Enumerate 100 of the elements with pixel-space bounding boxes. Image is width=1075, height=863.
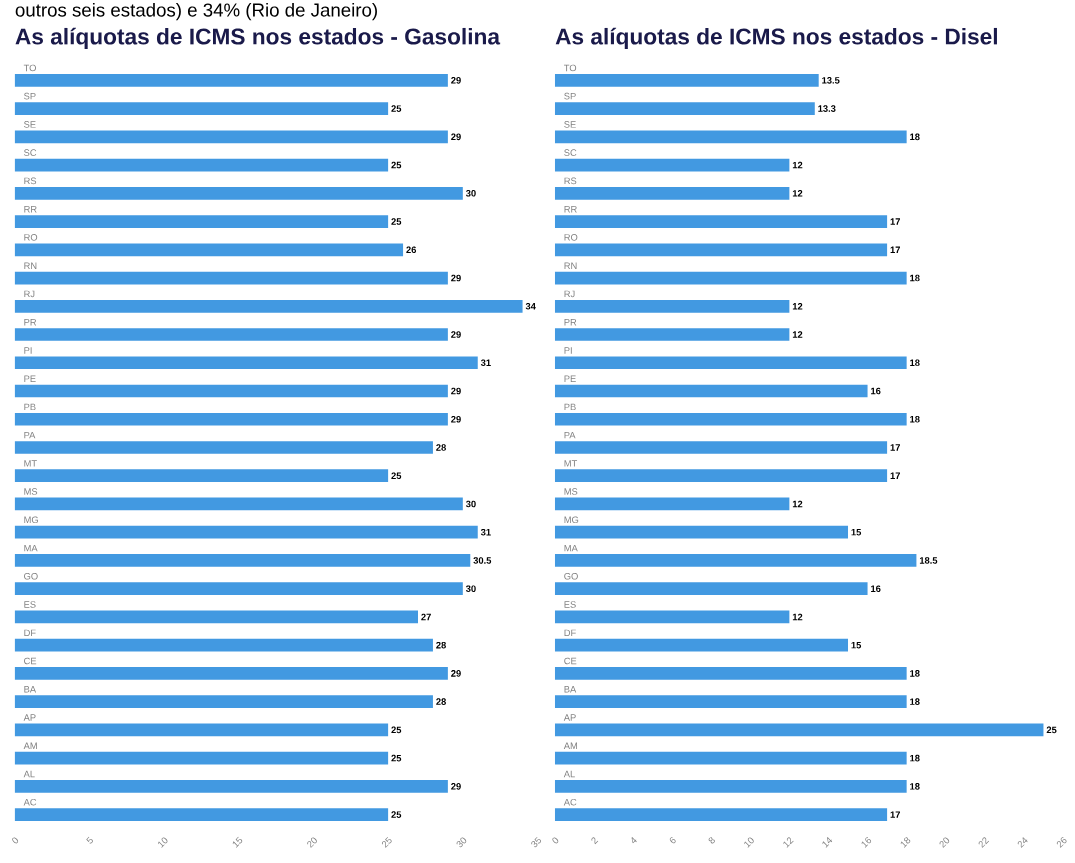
data-label: 29 xyxy=(451,274,461,282)
bar xyxy=(14,130,448,144)
y-tick-label: SC xyxy=(564,149,577,156)
data-label: 17 xyxy=(890,444,900,451)
y-tick-label: MA xyxy=(24,544,38,552)
data-label: 28 xyxy=(436,641,446,649)
y-tick-label: BA xyxy=(24,686,37,693)
bar xyxy=(554,412,907,426)
y-tick-label: SP xyxy=(564,92,576,100)
data-label: 18 xyxy=(910,359,920,367)
data-label: 18 xyxy=(910,783,920,790)
x-tick-label: 25 xyxy=(381,836,392,848)
y-tick-label: MS xyxy=(24,488,38,495)
y-tick-label: RS xyxy=(564,177,577,185)
data-label: 18.5 xyxy=(919,557,938,564)
data-label: 18 xyxy=(910,754,920,762)
data-label: 25 xyxy=(391,811,402,818)
y-tick-label: TO xyxy=(563,64,577,72)
data-label: 30.5 xyxy=(473,557,492,564)
data-label: 12 xyxy=(792,190,803,197)
bar xyxy=(554,186,790,200)
y-tick-label: MA xyxy=(564,544,578,552)
data-label: 15 xyxy=(851,528,862,536)
x-tick-label: 6 xyxy=(669,837,676,844)
data-label: 25 xyxy=(1046,726,1057,734)
bar xyxy=(554,102,815,115)
y-tick-label: AP xyxy=(563,714,576,721)
bar xyxy=(554,751,907,765)
bar xyxy=(554,271,907,285)
y-tick-label: RR xyxy=(24,206,37,213)
y-tick-label: AL xyxy=(563,770,575,778)
x-tick-label: 2 xyxy=(591,837,599,845)
bar xyxy=(14,299,523,313)
x-tick-label: 20 xyxy=(307,837,317,848)
bar xyxy=(554,74,819,87)
y-tick-label: DF xyxy=(564,629,576,637)
data-label: 17 xyxy=(890,246,900,254)
data-label: 28 xyxy=(436,698,446,705)
x-tick-label: 24 xyxy=(1017,837,1028,848)
bar xyxy=(14,186,463,200)
y-tick-label: DF xyxy=(24,629,36,637)
data-label: 12 xyxy=(792,161,803,169)
data-label: 17 xyxy=(890,472,900,479)
y-tick-label: ES xyxy=(24,601,36,608)
bar xyxy=(554,638,849,652)
bar xyxy=(14,441,433,454)
y-tick-label: RJ xyxy=(564,290,575,298)
bar xyxy=(554,441,888,454)
bar xyxy=(554,469,888,483)
y-tick-label: PI xyxy=(24,347,32,354)
data-label: 31 xyxy=(480,528,491,536)
y-tick-label: MT xyxy=(24,460,37,467)
y-tick-label: MT xyxy=(564,460,578,467)
bar xyxy=(554,384,868,398)
data-label: 30 xyxy=(465,585,476,593)
data-label: 25 xyxy=(391,472,402,480)
bar xyxy=(554,667,907,680)
bar xyxy=(554,299,790,313)
chart-title: As alíquotas de ICMS nos estados - Disel xyxy=(555,27,997,50)
bar xyxy=(554,808,888,822)
y-tick-label: RN xyxy=(24,262,37,269)
data-label: 18 xyxy=(910,274,920,282)
bar xyxy=(554,215,888,228)
data-label: 30 xyxy=(465,500,476,508)
bar xyxy=(14,751,389,765)
bar xyxy=(14,808,389,822)
x-tick-label: 18 xyxy=(900,837,911,848)
bar xyxy=(14,695,433,709)
y-tick-label: RS xyxy=(24,177,37,185)
bar xyxy=(14,610,418,624)
y-tick-label: RN xyxy=(564,262,577,269)
x-tick-label: 4 xyxy=(631,837,637,844)
x-tick-label: 22 xyxy=(978,837,990,848)
data-label: 29 xyxy=(451,77,461,84)
bar xyxy=(14,582,463,596)
data-label: 29 xyxy=(451,133,461,141)
data-label: 12 xyxy=(792,500,803,508)
y-tick-label: SP xyxy=(24,92,36,100)
data-label: 16 xyxy=(871,585,881,593)
data-label: 29 xyxy=(451,331,461,338)
y-tick-label: PB xyxy=(564,403,576,411)
y-tick-label: PI xyxy=(564,347,572,354)
y-tick-label: CE xyxy=(24,657,37,665)
bar xyxy=(14,667,448,680)
data-label: 30 xyxy=(465,190,476,197)
x-tick-label: 5 xyxy=(86,836,93,844)
data-label: 27 xyxy=(421,613,431,621)
y-tick-label: MG xyxy=(24,516,38,524)
data-label: 25 xyxy=(391,726,402,734)
y-tick-label: GO xyxy=(564,573,578,580)
y-tick-label: RO xyxy=(564,234,578,241)
data-label: 15 xyxy=(851,641,862,649)
x-tick-label: 10 xyxy=(158,837,168,848)
x-tick-label: 10 xyxy=(744,837,754,848)
y-tick-label: RO xyxy=(24,234,38,241)
bar xyxy=(554,554,917,567)
x-tick-label: 26 xyxy=(1056,837,1067,848)
bar xyxy=(14,328,448,341)
y-tick-label: AC xyxy=(563,798,577,806)
data-label: 17 xyxy=(890,811,900,818)
